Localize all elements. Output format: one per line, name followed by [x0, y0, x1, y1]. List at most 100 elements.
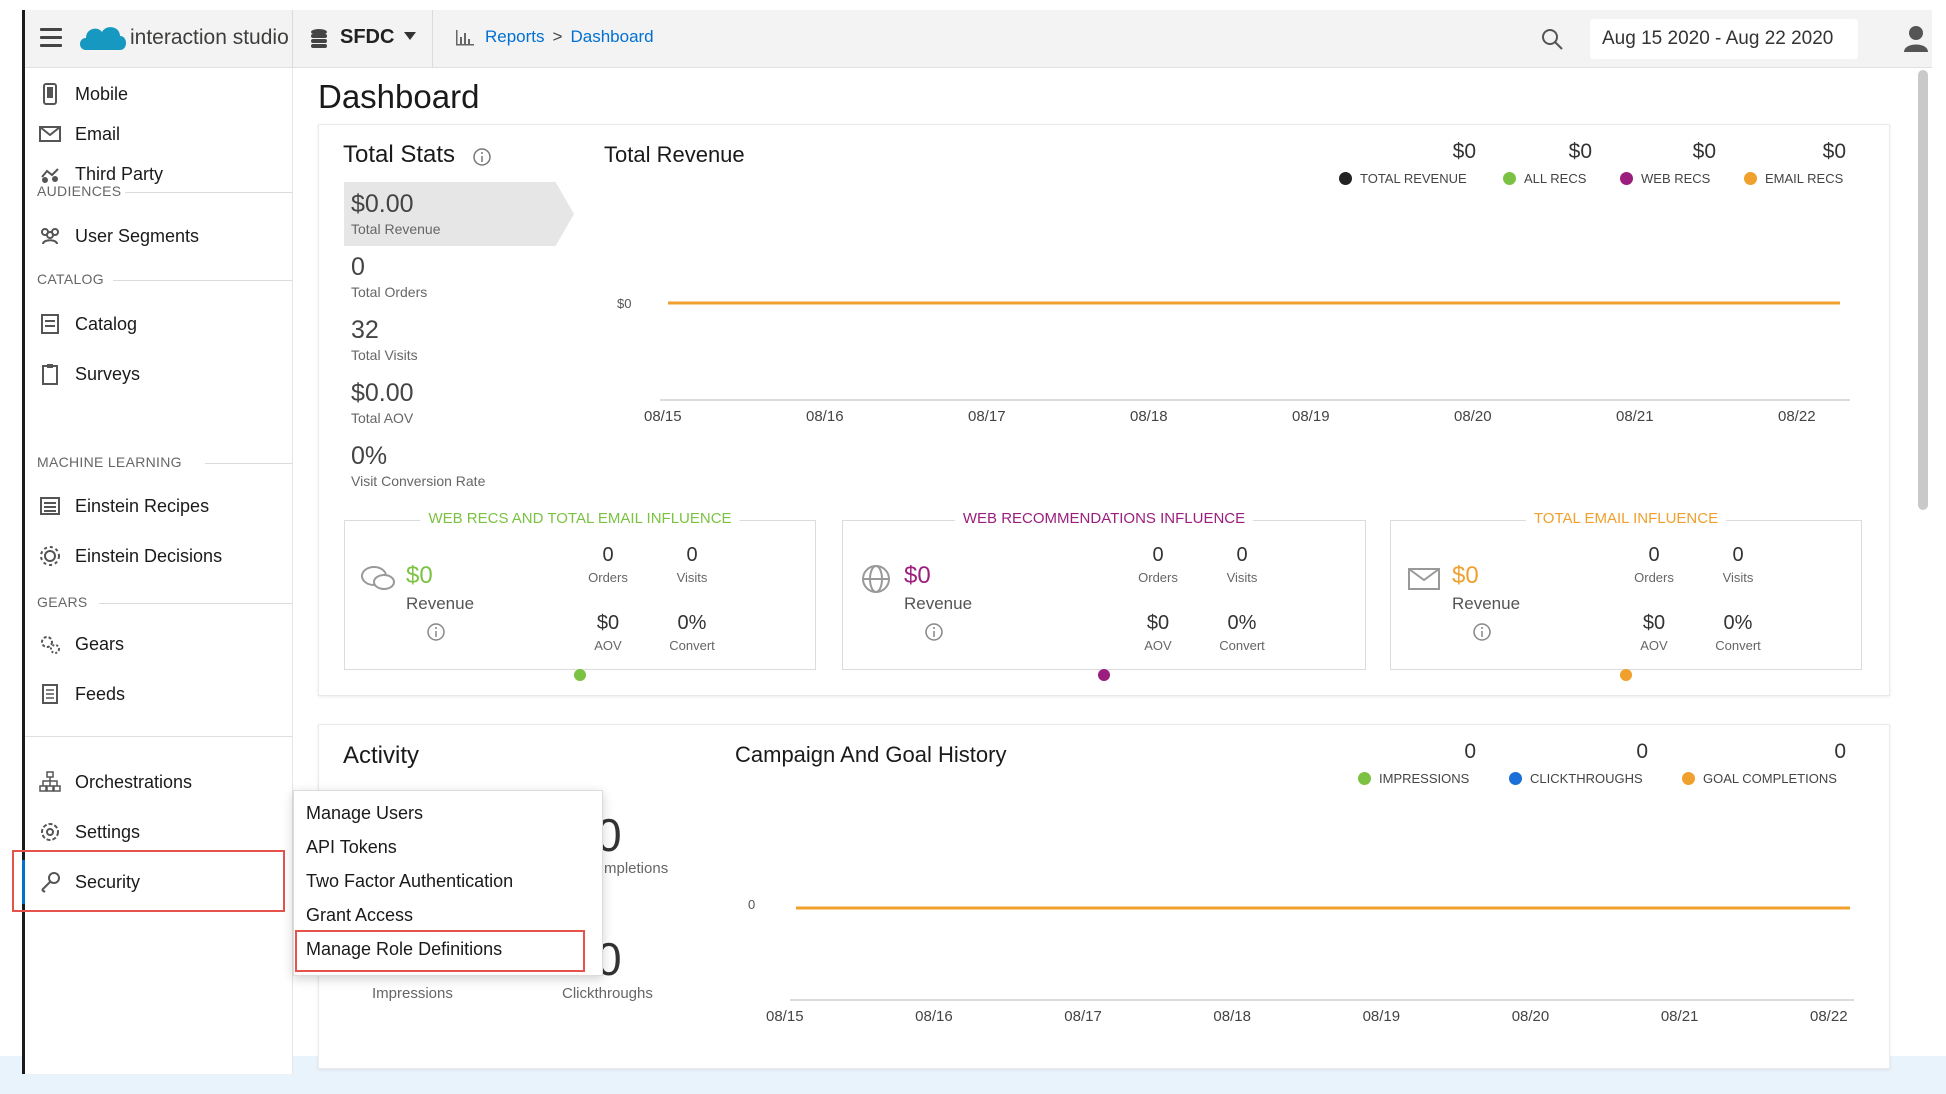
menu-item-manage-role-definitions[interactable]: Manage Role Definitions [306, 939, 503, 959]
sidebar-item-catalog[interactable]: Catalog [25, 304, 293, 344]
sidebar-item-einstein-decisions[interactable]: Einstein Decisions [25, 536, 293, 576]
stat-value: 0% [351, 442, 388, 470]
sidebar-item-gears[interactable]: Gears [25, 624, 293, 664]
pager-dot[interactable] [1098, 669, 1110, 681]
info-icon[interactable] [473, 148, 491, 166]
recipes-icon [40, 497, 60, 515]
breadcrumb-reports[interactable]: Reports [485, 27, 545, 46]
legend-label[interactable]: CLICKTHROUGHS [1530, 771, 1643, 786]
section-heading-audiences: AUDIENCES [37, 183, 122, 199]
influence-visits-label: Visits [676, 570, 708, 585]
mobile-icon [43, 83, 57, 105]
info-icon[interactable] [925, 623, 943, 641]
sidebar-item-orchestrations[interactable]: Orchestrations [25, 762, 293, 802]
legend-dot [1682, 772, 1695, 785]
menu-icon[interactable] [40, 28, 62, 47]
influence-aov-label: AOV [1640, 638, 1668, 653]
influence-orders-value: 0 [1648, 544, 1660, 566]
influence-panel[interactable] [344, 520, 816, 670]
stat-value: 0 [351, 253, 365, 281]
date-range-picker[interactable]: Aug 15 2020 - Aug 22 2020 [1590, 19, 1858, 59]
stat-highlight[interactable] [344, 182, 574, 246]
top-bar: interaction studio SFDC Reports > Dashboar… [24, 10, 1932, 68]
sidebar-item-einstein-recipes[interactable]: Einstein Recipes [25, 486, 293, 526]
x-tick-label: 08/19 [1362, 1008, 1401, 1025]
influence-aov-value: $0 [1642, 612, 1666, 634]
section-heading-gears: GEARS [37, 594, 88, 610]
section-heading-machine-learning: MACHINE LEARNING [37, 454, 182, 470]
influence-revenue-label: Revenue [406, 594, 475, 613]
breadcrumb-separator: > [552, 27, 563, 46]
influence-visits-value: 0 [686, 544, 698, 566]
stat-value: 32 [351, 316, 379, 344]
page-scrollbar[interactable] [1918, 70, 1928, 510]
influence-panel[interactable] [1390, 520, 1862, 670]
menu-item-two-factor-authentication[interactable]: Two Factor Authentication [306, 871, 514, 891]
sidebar-item-feeds[interactable]: Feeds [25, 674, 293, 714]
total-revenue-title: Total Revenue [604, 142, 745, 167]
legend-label[interactable]: TOTAL REVENUE [1360, 171, 1467, 186]
settings-icon [41, 823, 59, 841]
page-title: Dashboard [318, 78, 480, 115]
envelope-icon [1408, 568, 1440, 590]
x-tick-label: 08/15 [766, 1008, 804, 1025]
influence-visits-label: Visits [1722, 570, 1754, 585]
info-icon[interactable] [1473, 623, 1491, 641]
decisions-icon [40, 546, 60, 566]
chevron-down-icon[interactable] [404, 32, 416, 40]
legend-label[interactable]: GOAL COMPLETIONS [1703, 771, 1837, 786]
sidebar-item-email[interactable]: Email [25, 114, 293, 154]
sidebar-item-settings[interactable]: Settings [25, 812, 293, 852]
x-tick-label: 08/22 [1810, 1008, 1848, 1025]
section-divider [125, 192, 293, 193]
legend-value: 0 [1834, 740, 1846, 763]
legend-dot [1339, 172, 1352, 185]
user-avatar-icon[interactable] [1902, 24, 1930, 52]
influence-orders-value: 0 [602, 544, 614, 566]
menu-item-manage-users[interactable]: Manage Users [306, 803, 424, 823]
search-icon[interactable] [1540, 27, 1564, 51]
legend-label[interactable]: IMPRESSIONS [1379, 771, 1470, 786]
x-tick-label: 08/18 [1130, 408, 1168, 425]
sidebar-item-label: Email [75, 124, 121, 144]
x-tick-label: 08/17 [968, 408, 1006, 425]
clickthroughs-label: Clickthroughs [562, 985, 653, 1002]
pager-dot[interactable] [574, 669, 586, 681]
user-segments-icon [41, 228, 59, 245]
menu-item-api-tokens[interactable]: API Tokens [306, 837, 397, 857]
legend-value: $0 [1568, 140, 1592, 163]
sidebar-item-label: Mobile [75, 84, 129, 104]
key-icon [41, 872, 60, 893]
menu-item-grant-access[interactable]: Grant Access [306, 905, 414, 925]
stat-label: Total Revenue [351, 221, 441, 237]
legend-label[interactable]: ALL RECS [1524, 171, 1587, 186]
org-selector[interactable]: SFDC [340, 26, 395, 48]
sidebar-item-user-segments[interactable]: User Segments [25, 216, 293, 256]
impressions-label: Impressions [372, 985, 453, 1002]
legend-label[interactable]: WEB RECS [1641, 171, 1711, 186]
legend-dot [1620, 172, 1633, 185]
influence-visits-label: Visits [1226, 570, 1258, 585]
influence-aov-label: AOV [594, 638, 622, 653]
activity-title: Activity [343, 742, 420, 769]
section-heading-catalog: CATALOG [37, 271, 104, 287]
breadcrumb-dashboard[interactable]: Dashboard [570, 27, 654, 46]
influence-aov-label: AOV [1144, 638, 1172, 653]
influence-revenue-value: $0 [1452, 562, 1479, 589]
info-icon[interactable] [427, 623, 445, 641]
sidebar-item-third-party[interactable]: Third Party [25, 154, 293, 194]
sidebar-item-mobile[interactable]: Mobile [25, 74, 293, 114]
influence-revenue-label: Revenue [904, 594, 973, 613]
influence-title: WEB RECOMMENDATIONS INFLUENCE [954, 510, 1254, 527]
security-highlight [12, 850, 285, 912]
sidebar-item-surveys[interactable]: Surveys [25, 354, 293, 394]
sidebar-item-security[interactable]: Security [25, 862, 293, 902]
legend-label[interactable]: EMAIL RECS [1765, 171, 1844, 186]
x-tick-label: 08/20 [1454, 408, 1492, 425]
influence-convert-value: 0% [1723, 612, 1753, 634]
influence-convert-label: Convert [669, 638, 715, 653]
influence-revenue-value: $0 [406, 562, 433, 589]
pager-dot[interactable] [1620, 669, 1632, 681]
influence-panel[interactable] [842, 520, 1366, 670]
legend-dot [1358, 772, 1371, 785]
